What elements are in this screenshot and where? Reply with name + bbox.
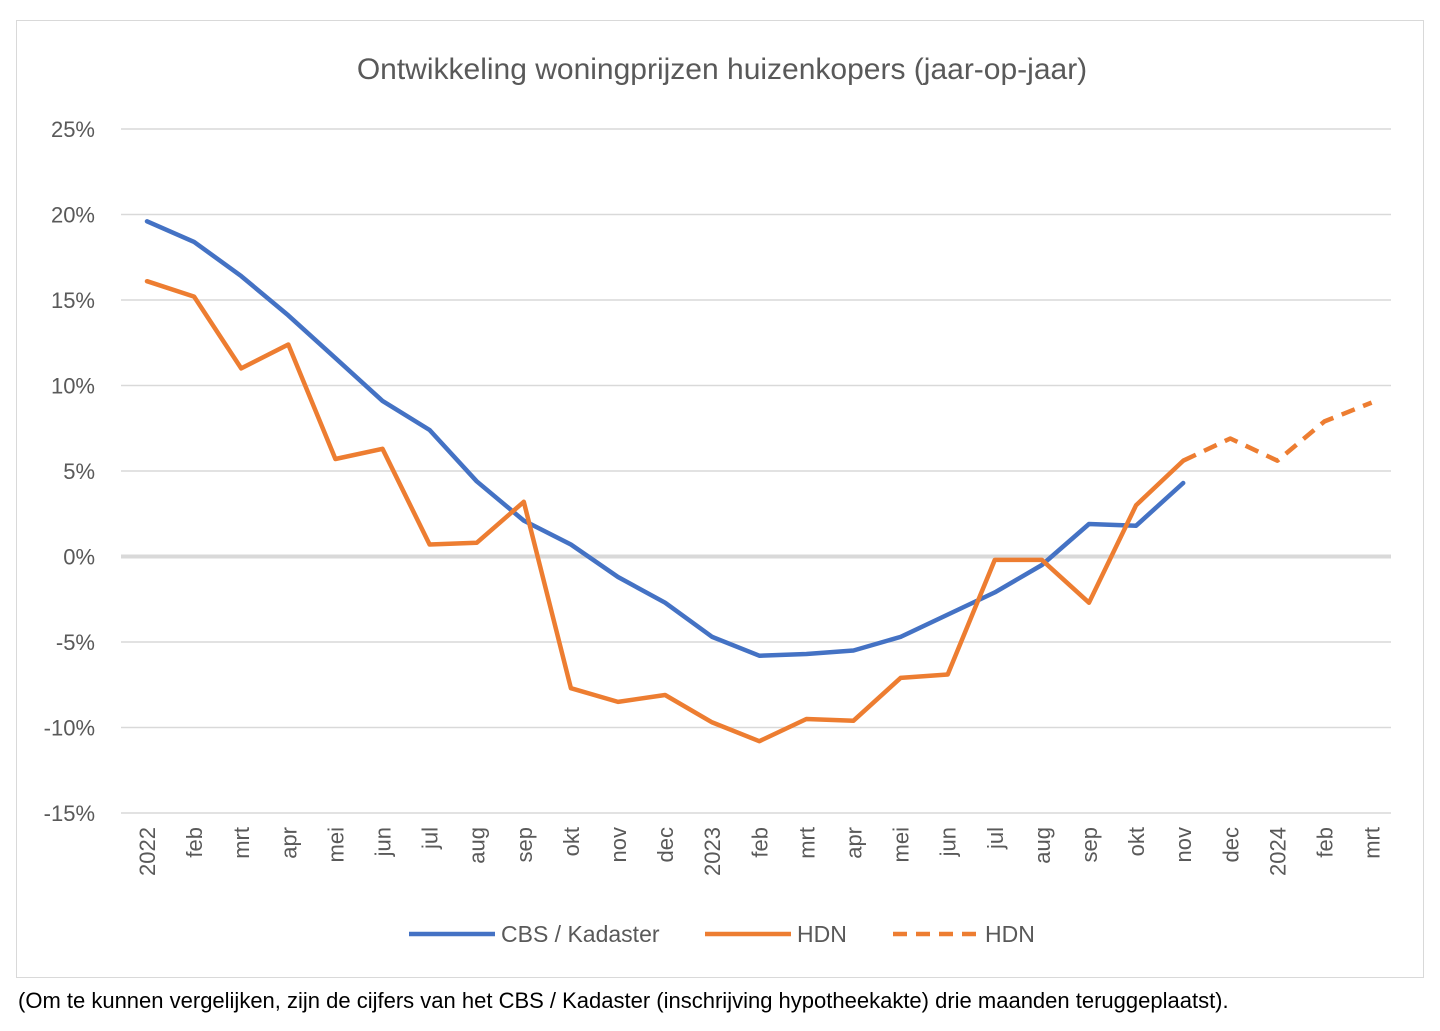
x-tick-label: jun [371,827,396,857]
y-axis-tick-labels: -15% -10% -5% 0% 5% 10% 15% 20% 25% [44,117,95,826]
y-tick-label: 5% [63,459,95,484]
series-line-3 [1182,400,1373,463]
x-tick-label: jun [936,827,961,857]
x-tick-label: sep [512,827,537,862]
y-tick-label: -10% [44,716,95,741]
x-tick-label: mrt [794,827,819,859]
x-axis-tick-labels: 2022 feb mrt apr mei jun jul aug sep okt nov dec 202… [135,827,1385,876]
x-tick-label: 2023 [700,827,725,876]
chart-title: Ontwikkeling woningprijzen huizenkopers … [357,53,1087,86]
series-line-1 [144,219,1186,658]
x-tick-label: aug [465,827,490,864]
x-tick-label: dec [653,827,678,862]
chart-caption: (Om te kunnen vergelijken, zijn de cijfe… [18,988,1229,1013]
x-tick-label: nov [1171,827,1196,862]
x-tick-label: mei [889,827,914,862]
y-tick-label: 0% [63,545,95,570]
x-tick-label: 2024 [1265,827,1290,876]
line-chart: Ontwikkeling woningprijzen huizenkopers … [44,53,1391,947]
y-tick-label: 25% [51,117,95,142]
series-lines [144,219,1373,744]
x-tick-label: sep [1077,827,1102,862]
x-tick-label: 2022 [135,827,160,876]
x-tick-label: apr [842,827,867,859]
gridlines [121,128,1391,814]
legend-label: HDN [985,921,1035,947]
chart-frame: Ontwikkeling woningprijzen huizenkopers … [16,20,1424,978]
x-tick-label: jul [418,827,443,850]
x-tick-label: aug [1030,827,1055,864]
legend: CBS / Kadaster HDN HDN [409,921,1035,947]
legend-label: HDN [797,921,847,947]
x-tick-label: jul [983,827,1008,850]
x-tick-label: dec [1218,827,1243,862]
y-tick-label: -5% [56,630,95,655]
x-tick-label: mei [323,827,348,862]
x-tick-label: feb [747,827,772,858]
y-tick-label: 10% [51,374,95,399]
x-tick-label: apr [276,827,301,859]
series-line-2 [144,278,1186,744]
y-tick-label: -15% [44,801,95,826]
x-tick-label: okt [1124,827,1149,856]
x-tick-label: okt [559,827,584,856]
x-tick-label: feb [1313,827,1338,858]
x-tick-label: mrt [1360,827,1385,859]
x-tick-label: feb [182,827,207,858]
x-tick-label: nov [606,827,631,862]
y-tick-label: 15% [51,288,95,313]
legend-label: CBS / Kadaster [501,921,660,947]
x-tick-label: mrt [229,827,254,859]
y-tick-label: 20% [51,203,95,228]
